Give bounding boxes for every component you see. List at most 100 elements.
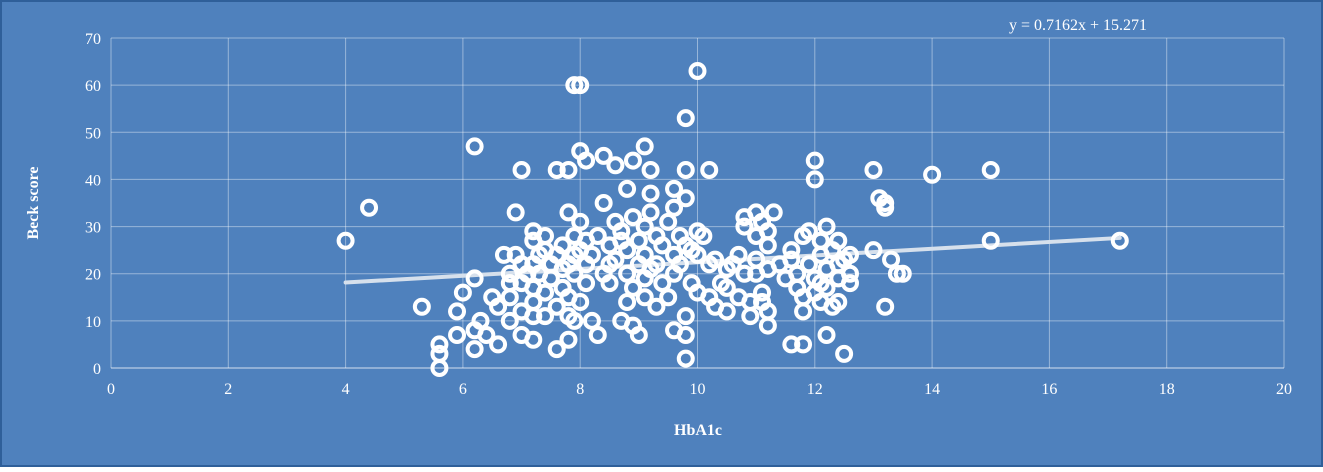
data-point [594, 146, 613, 165]
data-point [647, 255, 666, 274]
data-point [524, 307, 543, 326]
data-point [623, 208, 642, 227]
y-axis-title: Beck score [25, 166, 42, 239]
data-point [448, 302, 467, 321]
data-point [882, 250, 901, 269]
data-point [981, 161, 1000, 179]
data-point [893, 264, 912, 283]
data-point [582, 245, 601, 264]
data-point [412, 297, 431, 316]
x-tick-label: 12 [807, 381, 823, 398]
data-point [741, 307, 760, 326]
data-point [805, 170, 824, 189]
data-point [612, 222, 631, 241]
data-point [500, 311, 519, 330]
data-point [606, 250, 625, 269]
data-point [676, 307, 695, 326]
data-point [840, 274, 859, 293]
data-point [606, 156, 625, 175]
data-point [582, 311, 601, 330]
data-point [448, 326, 467, 344]
data-point [559, 161, 578, 179]
data-point [735, 264, 754, 283]
y-tick-label: 30 [85, 220, 101, 237]
data-point [565, 264, 584, 283]
y-tick-label: 60 [85, 78, 101, 95]
data-point [688, 245, 707, 264]
data-point [623, 278, 642, 297]
data-point [618, 241, 637, 260]
data-point [565, 76, 584, 95]
data-point [453, 283, 472, 302]
data-point [717, 302, 736, 321]
data-point [641, 161, 660, 179]
x-tick-label: 6 [459, 381, 467, 398]
data-point [665, 179, 684, 198]
data-point [670, 255, 689, 274]
data-point [641, 184, 660, 203]
data-point [764, 203, 783, 222]
data-point [653, 274, 672, 293]
data-point [706, 250, 725, 269]
data-point [577, 151, 596, 170]
data-point [500, 288, 519, 307]
data-point [635, 137, 654, 156]
x-tick-label: 4 [342, 381, 350, 398]
data-point [700, 161, 719, 179]
data-point [635, 217, 654, 236]
x-tick-label: 18 [1159, 381, 1175, 398]
x-tick-label: 2 [224, 381, 232, 398]
data-point [805, 151, 824, 170]
data-point [635, 288, 654, 307]
x-tick-labels: 0 2 4 6 8 10 12 14 16 18 20 [107, 381, 1292, 398]
data-point [829, 231, 848, 250]
data-point [559, 330, 578, 349]
data-point [547, 297, 566, 316]
data-point [635, 245, 654, 264]
x-axis-title: HbA1c [674, 422, 722, 439]
data-point [577, 274, 596, 293]
y-tick-label: 0 [93, 361, 101, 378]
data-point [876, 297, 895, 316]
data-point [489, 297, 508, 316]
data-point [794, 335, 813, 354]
data-point [465, 137, 484, 156]
data-point [782, 250, 801, 269]
data-point [477, 326, 496, 344]
data-point [653, 236, 672, 255]
data-point [799, 222, 818, 241]
data-point [489, 335, 508, 354]
data-point [758, 316, 777, 335]
data-point [618, 179, 637, 198]
data-point [782, 241, 801, 260]
data-point [494, 245, 513, 264]
data-point [512, 161, 531, 179]
y-tick-label: 10 [85, 314, 101, 331]
data-point [524, 330, 543, 349]
data-point [618, 264, 637, 283]
data-point [536, 307, 555, 326]
data-point [588, 326, 607, 344]
data-point [782, 335, 801, 354]
data-point [571, 293, 590, 311]
data-point [659, 288, 678, 307]
data-point [500, 264, 519, 283]
data-point [506, 203, 525, 222]
data-point [641, 203, 660, 222]
data-point [547, 161, 566, 179]
data-point [618, 293, 637, 311]
data-point [541, 269, 560, 288]
data-point [923, 165, 942, 184]
data-point [676, 349, 695, 368]
gridlines [110, 37, 1285, 369]
data-point [676, 109, 695, 128]
y-tick-label: 50 [85, 125, 101, 142]
data-point [729, 245, 748, 264]
data-point [1110, 231, 1129, 250]
data-point [600, 274, 619, 293]
data-point [864, 161, 883, 179]
data-point [794, 302, 813, 321]
y-tick-labels: 0 10 20 30 40 50 60 70 [85, 31, 101, 378]
x-tick-label: 0 [107, 381, 115, 398]
